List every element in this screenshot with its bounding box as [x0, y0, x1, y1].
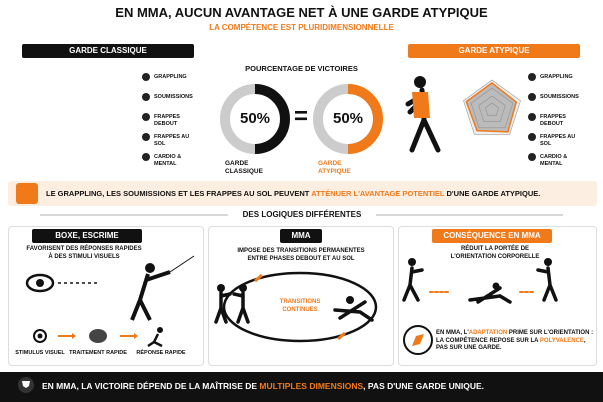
note-highlight: POLYVALENCE [539, 337, 584, 344]
donut-arc [347, 84, 383, 154]
note-part: PRIME SUR L'ORIENTATION : LA COMPÉTENCE … [436, 330, 594, 344]
subtitle: LA COMPÉTENCE EST PLURIDIMENSIONNELLE [209, 23, 394, 32]
footer-icon [18, 377, 34, 393]
mma-text: IMPOSE DES TRANSITIONS PERMANENTES ENTRE… [237, 248, 365, 262]
note-part: , PAS SUR UNE GARDE. [436, 337, 586, 352]
bulb-icon [16, 183, 38, 204]
mma-cycle: TRANSITIONS CONTINUES [279, 299, 321, 313]
section-title: DES LOGIQUES DIFFÉRENTES [242, 210, 362, 219]
skill-label: GRAPPLING [540, 74, 573, 80]
victories-title: POURCENTAGE DE VICTOIRES [245, 64, 358, 73]
footer-highlight: MULTIPLES DIMENSIONS [259, 381, 364, 391]
skill-icon [528, 73, 536, 81]
donut-name: GARDE ATYPIQUE [318, 160, 351, 175]
banner-part: D'UNE GARDE ATYPIQUE. [446, 189, 541, 198]
donut-value: 50% [239, 110, 271, 127]
boxing-step: TRAITEMENT RAPIDE [69, 350, 127, 356]
skill-label: FRAPPES AU SOL [540, 134, 576, 147]
skill-icon [528, 133, 536, 141]
donut-value: 50% [332, 110, 364, 127]
consequence-icons [402, 258, 558, 355]
banner-highlight: ATTÉNUER L'AVANTAGE POTENTIEL [311, 189, 445, 198]
consequence-text: RÉDUIT LA PORTÉE DE L'ORIENTATION CORPOR… [450, 246, 540, 260]
consequence-note: EN MMA, L'ADAPTATION PRIME SUR L'ORIENTA… [436, 330, 594, 353]
skill-label: CARDIO & MENTAL [540, 154, 568, 167]
boxing-icons [25, 255, 195, 348]
skill-icon [528, 153, 536, 161]
classic-header: GARDE CLASSIQUE [22, 44, 194, 58]
mma-icons [214, 271, 378, 343]
title: EN MMA, AUCUN AVANTAGE NET À UNE GARDE A… [115, 5, 488, 20]
boxing-step: RÉPONSE RAPIDE [136, 350, 186, 356]
footer-text: EN MMA, LA VICTOIRE DÉPEND DE LA MAÎTRIS… [42, 381, 597, 391]
note-highlight: ADAPTATION [468, 330, 508, 336]
skill-label: FRAPPES DEBOUT [154, 114, 180, 127]
equals-sign: = [293, 103, 308, 130]
donut-name: GARDE CLASSIQUE [225, 160, 263, 175]
boxing-title: BOXE, ESCRIME [32, 229, 142, 243]
skill-label: CARDIO & MENTAL [154, 154, 182, 167]
skill-icon [142, 73, 150, 81]
skill-label: GRAPPLING [154, 74, 187, 80]
banner-part: LE GRAPPLING, LES SOUMISSIONS ET LES FRA… [46, 189, 310, 198]
note-part: EN MMA, L' [436, 330, 469, 336]
mma-panel [208, 226, 394, 366]
skill-icon [142, 133, 150, 141]
radar-shape [465, 82, 518, 133]
boxing-step: STIMULUS VISUEL [15, 350, 65, 356]
donuts [220, 84, 383, 154]
banner-text: LE GRAPPLING, LES SOUMISSIONS ET LES FRA… [46, 189, 591, 198]
boxing-text: FAVORISENT DES RÉPONSES RAPIDES À DES ST… [26, 246, 142, 260]
consequence-title: CONSÉQUENCE EN MMA [432, 229, 552, 243]
mma-title: MMA [280, 229, 322, 243]
skill-icon [142, 113, 150, 121]
skill-label: SOUMISSIONS [154, 94, 193, 100]
banner [8, 181, 597, 206]
consequence-panel [398, 226, 597, 366]
footer-part: , PAS D'UNE GARDE UNIQUE. [363, 381, 485, 391]
skill-label: FRAPPES DEBOUT [540, 114, 566, 127]
skill-label: FRAPPES AU SOL [154, 134, 190, 147]
atypical-header: GARDE ATYPIQUE [408, 44, 580, 58]
classic-panel [8, 40, 208, 178]
footer-part: EN MMA, LA VICTOIRE DÉPEND DE LA MAÎTRIS… [42, 381, 258, 391]
donut-arc [254, 84, 290, 154]
skill-icon [142, 93, 150, 101]
skill-icon [142, 153, 150, 161]
skill-icon [528, 93, 536, 101]
boxing-panel [8, 226, 204, 366]
skill-label: SOUMISSIONS [540, 94, 579, 100]
skill-icon [528, 113, 536, 121]
